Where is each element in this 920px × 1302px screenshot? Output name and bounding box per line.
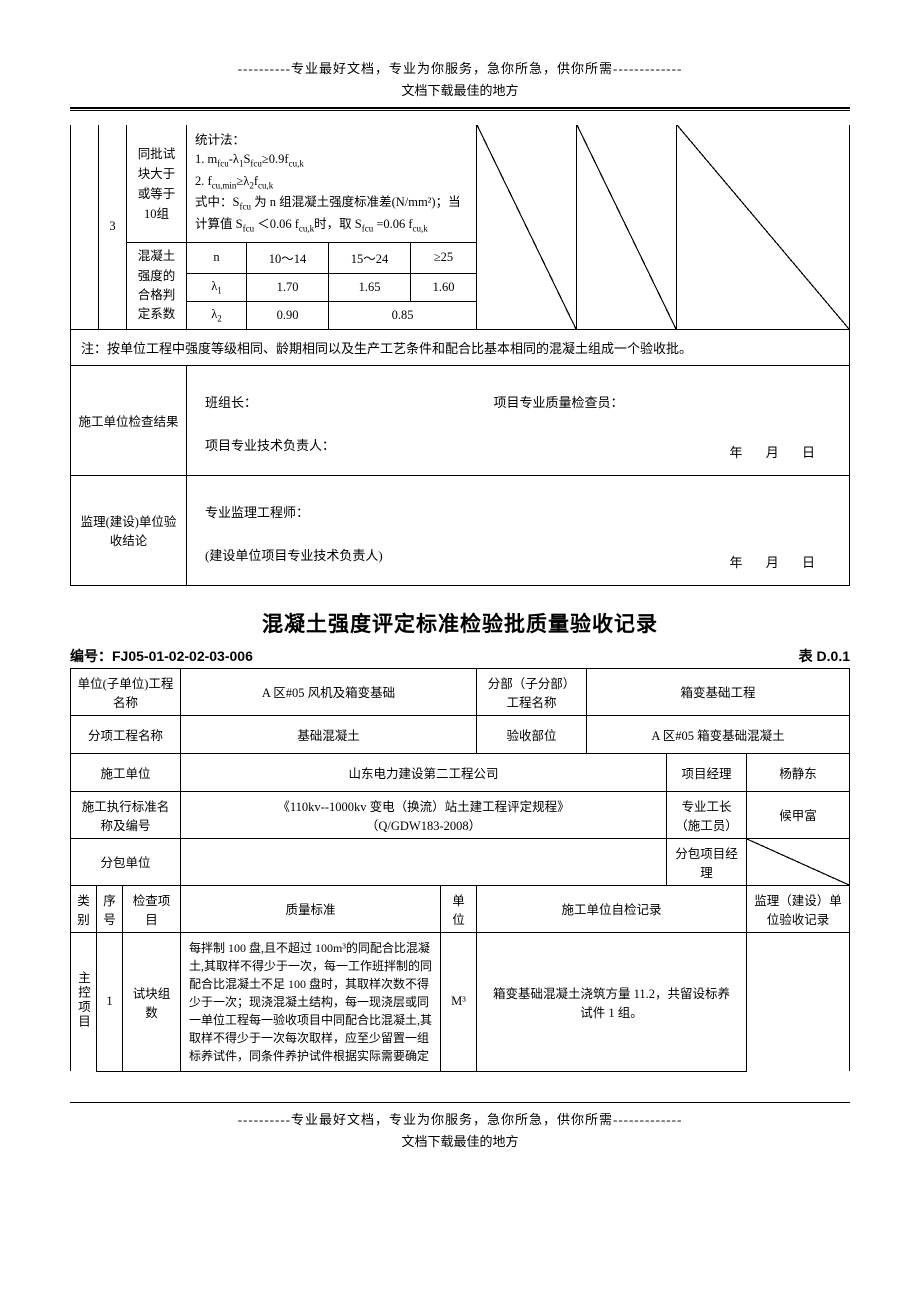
diag-cell-3	[677, 125, 850, 329]
r1c1: 单位(子单位)工程名称	[71, 668, 181, 715]
strength-eval-table: 3 同批试块大于或等于 10组 统计法： 1. mfcu-λ1Sfcu≥0.9f…	[70, 125, 850, 586]
page-footer-sub: 文档下载最佳的地方	[70, 1128, 850, 1156]
sig2-label: 监理(建设)单位验收结论	[71, 475, 187, 585]
body-rec: 箱变基础混凝土浇筑方量 11.2，共留设标养试件 1 组。	[477, 932, 747, 1071]
note-text: 注：按单位工程中强度等级相同、龄期相同以及生产工艺条件和配合比基本相同的混凝土组…	[71, 329, 850, 365]
table-row: 分项工程名称 基础混凝土 验收部位 A 区#05 箱变基础混凝土	[71, 715, 850, 753]
formula-note: 式中：Sfcu 为 n 组混凝土强度标准差(N/mm²)；当计算值 Sfcu ＜…	[195, 193, 468, 236]
page-title: 混凝土强度评定标准检验批质量验收记录	[70, 608, 850, 638]
stats-n-label: n	[187, 243, 247, 274]
r3c2: 山东电力建设第二工程公司	[181, 753, 667, 791]
hdr-c4: 质量标准	[181, 885, 441, 932]
body-accept	[747, 932, 850, 1071]
r5c2	[181, 838, 667, 885]
coef-label: 混凝土强度的合格判定系数	[127, 243, 187, 330]
lambda1-label: λ1	[187, 273, 247, 301]
body-unit: M³	[441, 932, 477, 1071]
sig2-date: 年 月 日	[729, 552, 825, 571]
r4c2b: （Q/GDW183-2008）	[187, 815, 660, 834]
hdr-c6: 施工单位自检记录	[477, 885, 747, 932]
r5c3: 分包项目经理	[667, 838, 747, 885]
stats-h2: 15～24	[329, 243, 411, 274]
r3c4: 杨静东	[747, 753, 850, 791]
sig2-line1: 专业监理工程师：	[205, 502, 831, 521]
formula-cell: 统计法： 1. mfcu-λ1Sfcu≥0.9fcu,k 2. fcu,min≥…	[187, 125, 477, 243]
signature-row-2: 监理(建设)单位验收结论 专业监理工程师： (建设单位项目专业技术负责人) 年 …	[71, 475, 850, 585]
r2c4: A 区#05 箱变基础混凝土	[587, 715, 850, 753]
acceptance-record-table: 单位(子单位)工程名称 A 区#05 风机及箱变基础 分部（子分部）工程名称 箱…	[70, 668, 850, 1072]
note-row: 注：按单位工程中强度等级相同、龄期相同以及生产工艺条件和配合比基本相同的混凝土组…	[71, 329, 850, 365]
condition-cell: 同批试块大于或等于 10组	[127, 125, 187, 243]
r1c3: 分部（子分部）工程名称	[477, 668, 587, 715]
diag-cell-1	[477, 125, 577, 329]
table-row: 施工执行标准名称及编号 《110kv--1000kv 变电（换流）站土建工程评定…	[71, 791, 850, 838]
r1c4: 箱变基础工程	[587, 668, 850, 715]
table-row: 单位(子单位)工程名称 A 区#05 风机及箱变基础 分部（子分部）工程名称 箱…	[71, 668, 850, 715]
hdr-c1: 类别	[71, 885, 97, 932]
body-item: 试块组数	[123, 932, 181, 1071]
sig1-qc: 项目专业质量检查员：	[494, 395, 624, 410]
page-header-sub: 文档下载最佳的地方	[70, 77, 850, 105]
r4c3: 专业工长（施工员）	[667, 791, 747, 838]
hdr-c3: 检查项目	[123, 885, 181, 932]
sig1-label: 施工单位检查结果	[71, 365, 187, 475]
sig1-line1: 班组长： 项目专业质量检查员：	[205, 392, 831, 411]
formula-line-1: 1. mfcu-λ1Sfcu≥0.9fcu,k	[195, 150, 468, 171]
code-row: 编号：FJ05-01-02-02-03-006 表 D.0.1	[70, 646, 850, 666]
footer-block: ----------专业最好文档，专业为你服务，急你所急，供你所需-------…	[70, 1102, 850, 1156]
sig1-teamleader: 班组长：	[205, 395, 257, 410]
page-footer-top: ----------专业最好文档，专业为你服务，急你所急，供你所需-------…	[70, 1109, 850, 1128]
table-code: 表 D.0.1	[799, 646, 850, 666]
stats-h1: 10～14	[247, 243, 329, 274]
sig2-content: 专业监理工程师： (建设单位项目专业技术负责人) 年 月 日	[187, 475, 850, 585]
r4c1: 施工执行标准名称及编号	[71, 791, 181, 838]
r4c4: 候甲富	[747, 791, 850, 838]
hdr-c5: 单位	[441, 885, 477, 932]
lambda2-v1: 0.90	[247, 301, 329, 329]
table-row: 施工单位 山东电力建设第二工程公司 项目经理 杨静东	[71, 753, 850, 791]
r5c4-diag	[747, 838, 850, 885]
diag-cell-2	[577, 125, 677, 329]
table-row: 分包单位 分包项目经理	[71, 838, 850, 885]
r2c3: 验收部位	[477, 715, 587, 753]
table-row: 3 同批试块大于或等于 10组 统计法： 1. mfcu-λ1Sfcu≥0.9f…	[71, 125, 850, 243]
table-row: 主控项目 1 试块组数 每拌制 100 盘,且不超过 100m³的同配合比混凝土…	[71, 932, 850, 1071]
body-idx: 1	[97, 932, 123, 1071]
lambda2-label: λ2	[187, 301, 247, 329]
doc-code: 编号：FJ05-01-02-02-03-006	[70, 646, 253, 666]
r2c2: 基础混凝土	[181, 715, 477, 753]
stats-h3: ≥25	[411, 243, 477, 274]
r5c1: 分包单位	[71, 838, 181, 885]
r3c1: 施工单位	[71, 753, 181, 791]
body-std: 每拌制 100 盘,且不超过 100m³的同配合比混凝土,其取样不得少于一次，每…	[181, 932, 441, 1071]
lambda1-v2: 1.65	[329, 273, 411, 301]
table-header-row: 类别 序号 检查项目 质量标准 单位 施工单位自检记录 监理（建设）单位验收记录	[71, 885, 850, 932]
lambda1-v3: 1.60	[411, 273, 477, 301]
header-rule	[70, 107, 850, 111]
hdr-c2: 序号	[97, 885, 123, 932]
document-page: ----------专业最好文档，专业为你服务，急你所急，供你所需-------…	[0, 0, 920, 1196]
body-cat: 主控项目	[71, 932, 97, 1071]
lambda1-v1: 1.70	[247, 273, 329, 301]
sig1-content: 班组长： 项目专业质量检查员： 项目专业技术负责人： 年 月 日	[187, 365, 850, 475]
r1c2: A 区#05 风机及箱变基础	[181, 668, 477, 715]
formula-title: 统计法：	[195, 131, 468, 150]
hdr-c7: 监理（建设）单位验收记录	[747, 885, 850, 932]
r4c2: 《110kv--1000kv 变电（换流）站土建工程评定规程》 （Q/GDW18…	[181, 791, 667, 838]
lambda2-v23: 0.85	[329, 301, 477, 329]
r3c3: 项目经理	[667, 753, 747, 791]
blank-col	[71, 125, 99, 329]
r4c2a: 《110kv--1000kv 变电（换流）站土建工程评定规程》	[187, 796, 660, 815]
formula-line-2: 2. fcu,min≥λ2fcu,k	[195, 172, 468, 193]
signature-row-1: 施工单位检查结果 班组长： 项目专业质量检查员： 项目专业技术负责人： 年 月 …	[71, 365, 850, 475]
row-index: 3	[99, 125, 127, 329]
page-header-top: ----------专业最好文档，专业为你服务，急你所急，供你所需-------…	[70, 58, 850, 77]
r2c1: 分项工程名称	[71, 715, 181, 753]
sig1-date: 年 月 日	[729, 442, 825, 461]
